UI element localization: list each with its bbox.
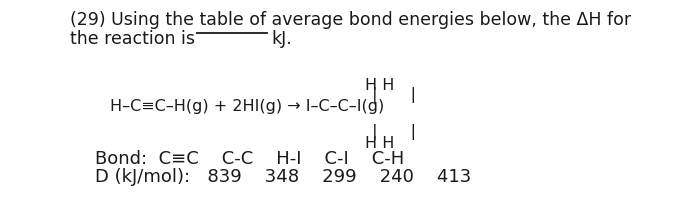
Text: H H: H H	[365, 78, 394, 93]
Text: D (kJ/mol):   839    348    299    240    413: D (kJ/mol): 839 348 299 240 413	[95, 168, 471, 186]
Text: kJ.: kJ.	[271, 30, 292, 48]
Text: H H: H H	[365, 136, 394, 151]
Text: (29) Using the table of average bond energies below, the ΔH for: (29) Using the table of average bond ene…	[70, 11, 631, 29]
Text: |   |: | |	[370, 87, 418, 103]
Text: H–C≡C–H(g) + 2HI(g) → I–C–C–I(g): H–C≡C–H(g) + 2HI(g) → I–C–C–I(g)	[110, 99, 384, 114]
Text: Bond:  C≡C    C-C    H-I    C-I    C-H: Bond: C≡C C-C H-I C-I C-H	[95, 150, 405, 168]
Text: |   |: | |	[370, 124, 418, 140]
Text: the reaction is: the reaction is	[70, 30, 195, 48]
